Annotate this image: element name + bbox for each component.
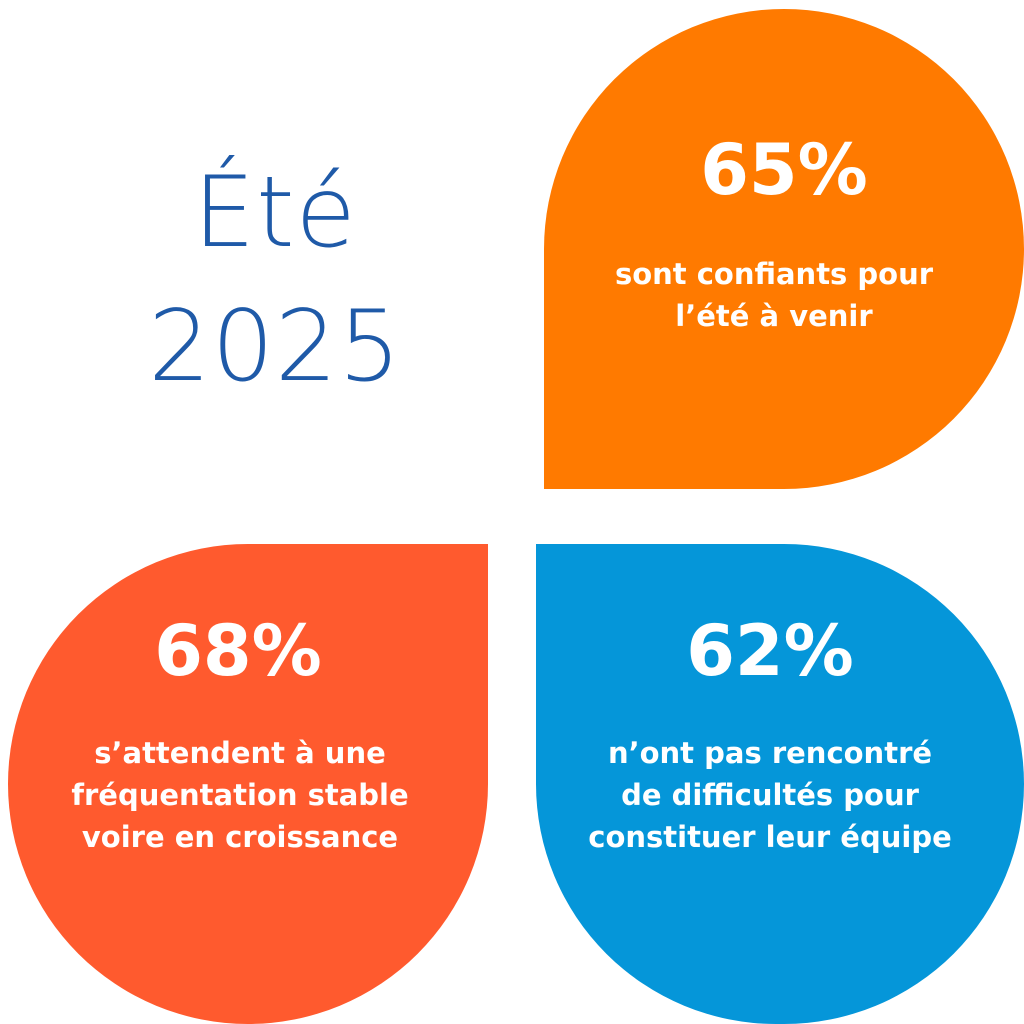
stat-description: n’ont pas rencontré de difficultés pour … [526, 732, 1014, 858]
stat-description-line: constituer leur équipe [588, 820, 952, 854]
stat-percent: 68% [154, 610, 322, 692]
stat-description: sont confiants pour l’été à venir [534, 253, 1014, 337]
stat-percent: 65% [700, 129, 868, 211]
stat-description-line: fréquentation stable [71, 778, 409, 812]
stat-petal-confidence: 65% sont confiants pour l’été à venir [544, 9, 1024, 489]
stat-percent: 62% [686, 610, 854, 692]
title-season: Été [193, 156, 357, 270]
stat-description-line: l’été à venir [675, 299, 873, 333]
title-year: 2025 [148, 290, 402, 404]
stat-petal-attendance: 68% s’attendent à une fréquentation stab… [8, 544, 488, 1024]
stat-description-line: de difficultés pour [621, 778, 919, 812]
stat-petal-staffing: 62% n’ont pas rencontré de difficultés p… [536, 544, 1024, 1024]
stat-description-line: sont confiants pour [614, 257, 934, 291]
stat-description-line: n’ont pas rencontré [607, 736, 933, 770]
stat-description-line: s’attendent à une [94, 736, 386, 770]
stat-description: s’attendent à une fréquentation stable v… [0, 732, 480, 858]
stat-description-line: voire en croissance [81, 820, 399, 854]
